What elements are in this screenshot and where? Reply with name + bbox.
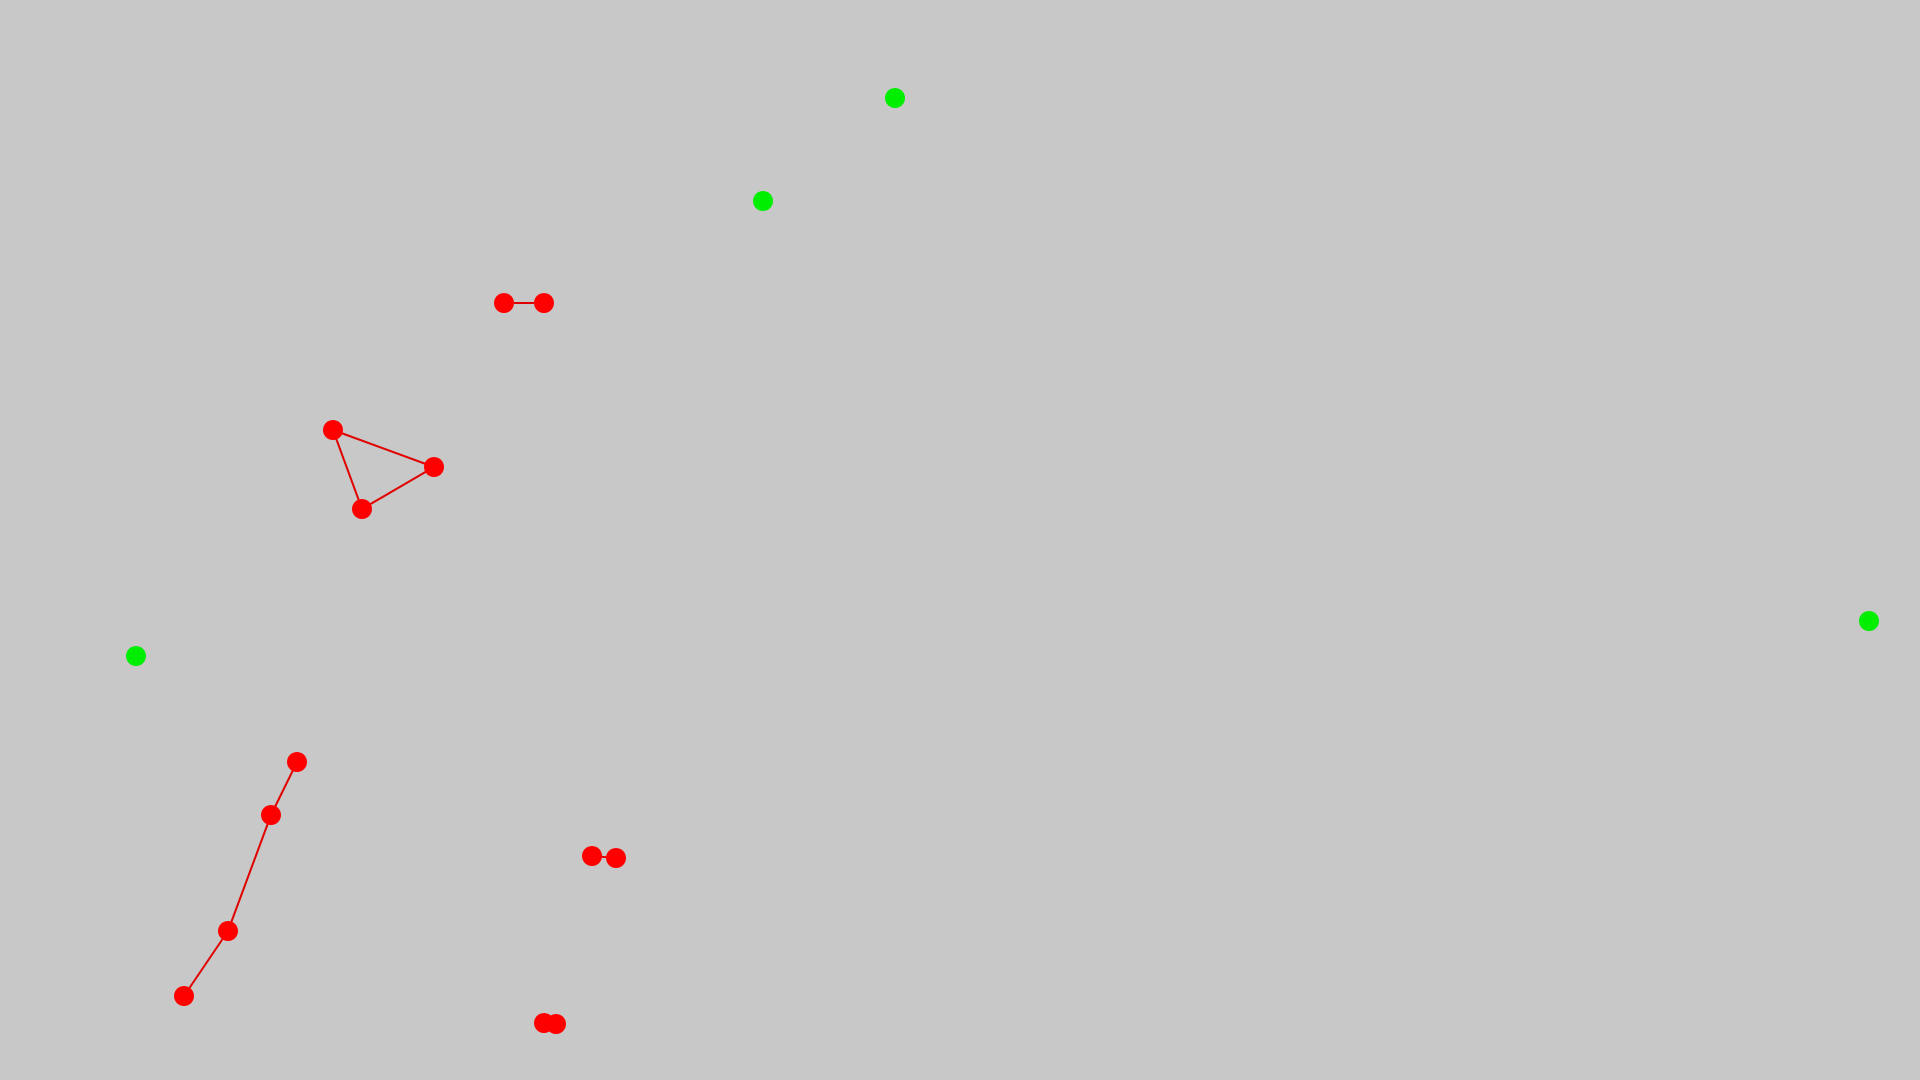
green-node-g3[interactable] bbox=[126, 646, 146, 666]
edge-r4-r5 bbox=[361, 466, 435, 510]
red-node-r10[interactable] bbox=[582, 846, 602, 866]
red-node-r6[interactable] bbox=[287, 752, 307, 772]
red-node-r3[interactable] bbox=[323, 420, 343, 440]
red-node-r7[interactable] bbox=[261, 805, 281, 825]
green-node-g1[interactable] bbox=[885, 88, 905, 108]
red-node-r1[interactable] bbox=[494, 293, 514, 313]
red-node-r13[interactable] bbox=[546, 1014, 566, 1034]
red-node-r5[interactable] bbox=[352, 499, 372, 519]
edges-layer bbox=[183, 302, 617, 1025]
edge-r7-r8 bbox=[227, 814, 272, 932]
edge-r8-r9 bbox=[183, 930, 229, 997]
red-node-r11[interactable] bbox=[606, 848, 626, 868]
red-node-r8[interactable] bbox=[218, 921, 238, 941]
edge-r3-r4 bbox=[332, 429, 435, 468]
red-node-r2[interactable] bbox=[534, 293, 554, 313]
edge-r5-r3 bbox=[332, 429, 363, 510]
red-node-r9[interactable] bbox=[174, 986, 194, 1006]
nodes-layer bbox=[126, 88, 1879, 1034]
green-node-g2[interactable] bbox=[753, 191, 773, 211]
red-node-r4[interactable] bbox=[424, 457, 444, 477]
green-node-g4[interactable] bbox=[1859, 611, 1879, 631]
